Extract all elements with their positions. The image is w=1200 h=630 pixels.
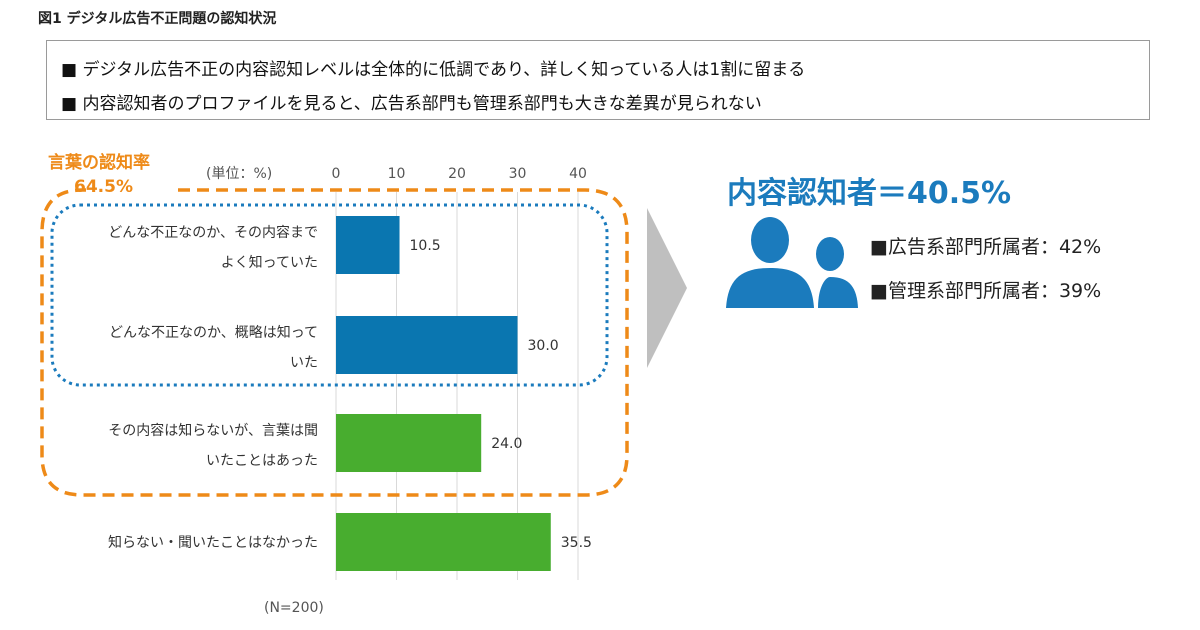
stat-admin-department: ■管理系部門所属者：39% <box>870 280 1102 302</box>
word-awareness-label: 言葉の認知率 <box>48 152 150 173</box>
word-awareness-bracket <box>40 188 629 497</box>
bar-value-label: 35.5 <box>561 535 592 551</box>
content-awareness-title: 内容認知者＝40.5% <box>727 176 1012 211</box>
sample-size-note: (N=200) <box>264 600 324 616</box>
unit-label: (単位：%) <box>206 166 272 182</box>
category-label: その内容は知らないが、言葉は聞 <box>108 422 318 439</box>
x-tick-label: 30 <box>509 166 527 182</box>
figure-title: 図1 デジタル広告不正問題の認知状況 <box>38 11 277 27</box>
category-label: どんな不正なのか、その内容まで <box>108 224 318 241</box>
category-label: 知らない・聞いたことはなかった <box>108 534 318 551</box>
category-label: どんな不正なのか、概略は知って <box>109 324 318 341</box>
summary-bullet: ■ 内容認知者のプロファイルを見ると、広告系部門も管理系部門も大きな差異が見られ… <box>61 94 762 114</box>
arrow-shape <box>647 208 687 368</box>
arrow-right-icon <box>647 208 687 368</box>
word-awareness-value: 64.5% <box>74 177 133 197</box>
bar <box>336 513 551 571</box>
persons-icon <box>726 217 858 308</box>
x-tick-label: 40 <box>569 166 587 182</box>
bar <box>336 414 482 472</box>
x-tick-label: 20 <box>448 166 466 182</box>
category-label: いたことはあった <box>206 453 318 469</box>
summary-bullet: ■ デジタル広告不正の内容認知レベルは全体的に低調であり、詳しく知っている人は1… <box>61 60 806 80</box>
bar <box>336 216 400 274</box>
bar <box>336 316 518 374</box>
bar-chart: 0 10 20 30 40 (単位：%) (N=200) 10.5 どんな不正なのか、その内容ま… <box>40 152 629 616</box>
bar-value-label: 10.5 <box>410 238 441 254</box>
bar-value-label: 24.0 <box>491 436 522 452</box>
stat-ad-department: ■広告系部門所属者：42% <box>870 236 1102 258</box>
bar-value-label: 30.0 <box>528 338 559 354</box>
x-tick-label: 0 <box>332 166 341 182</box>
content-awareness-bracket <box>50 203 609 387</box>
summary-box: ■ デジタル広告不正の内容認知レベルは全体的に低調であり、詳しく知っている人は1… <box>46 40 1150 120</box>
category-label: よく知っていた <box>221 254 318 271</box>
category-label: いた <box>290 355 318 371</box>
x-tick-label: 10 <box>388 166 406 182</box>
